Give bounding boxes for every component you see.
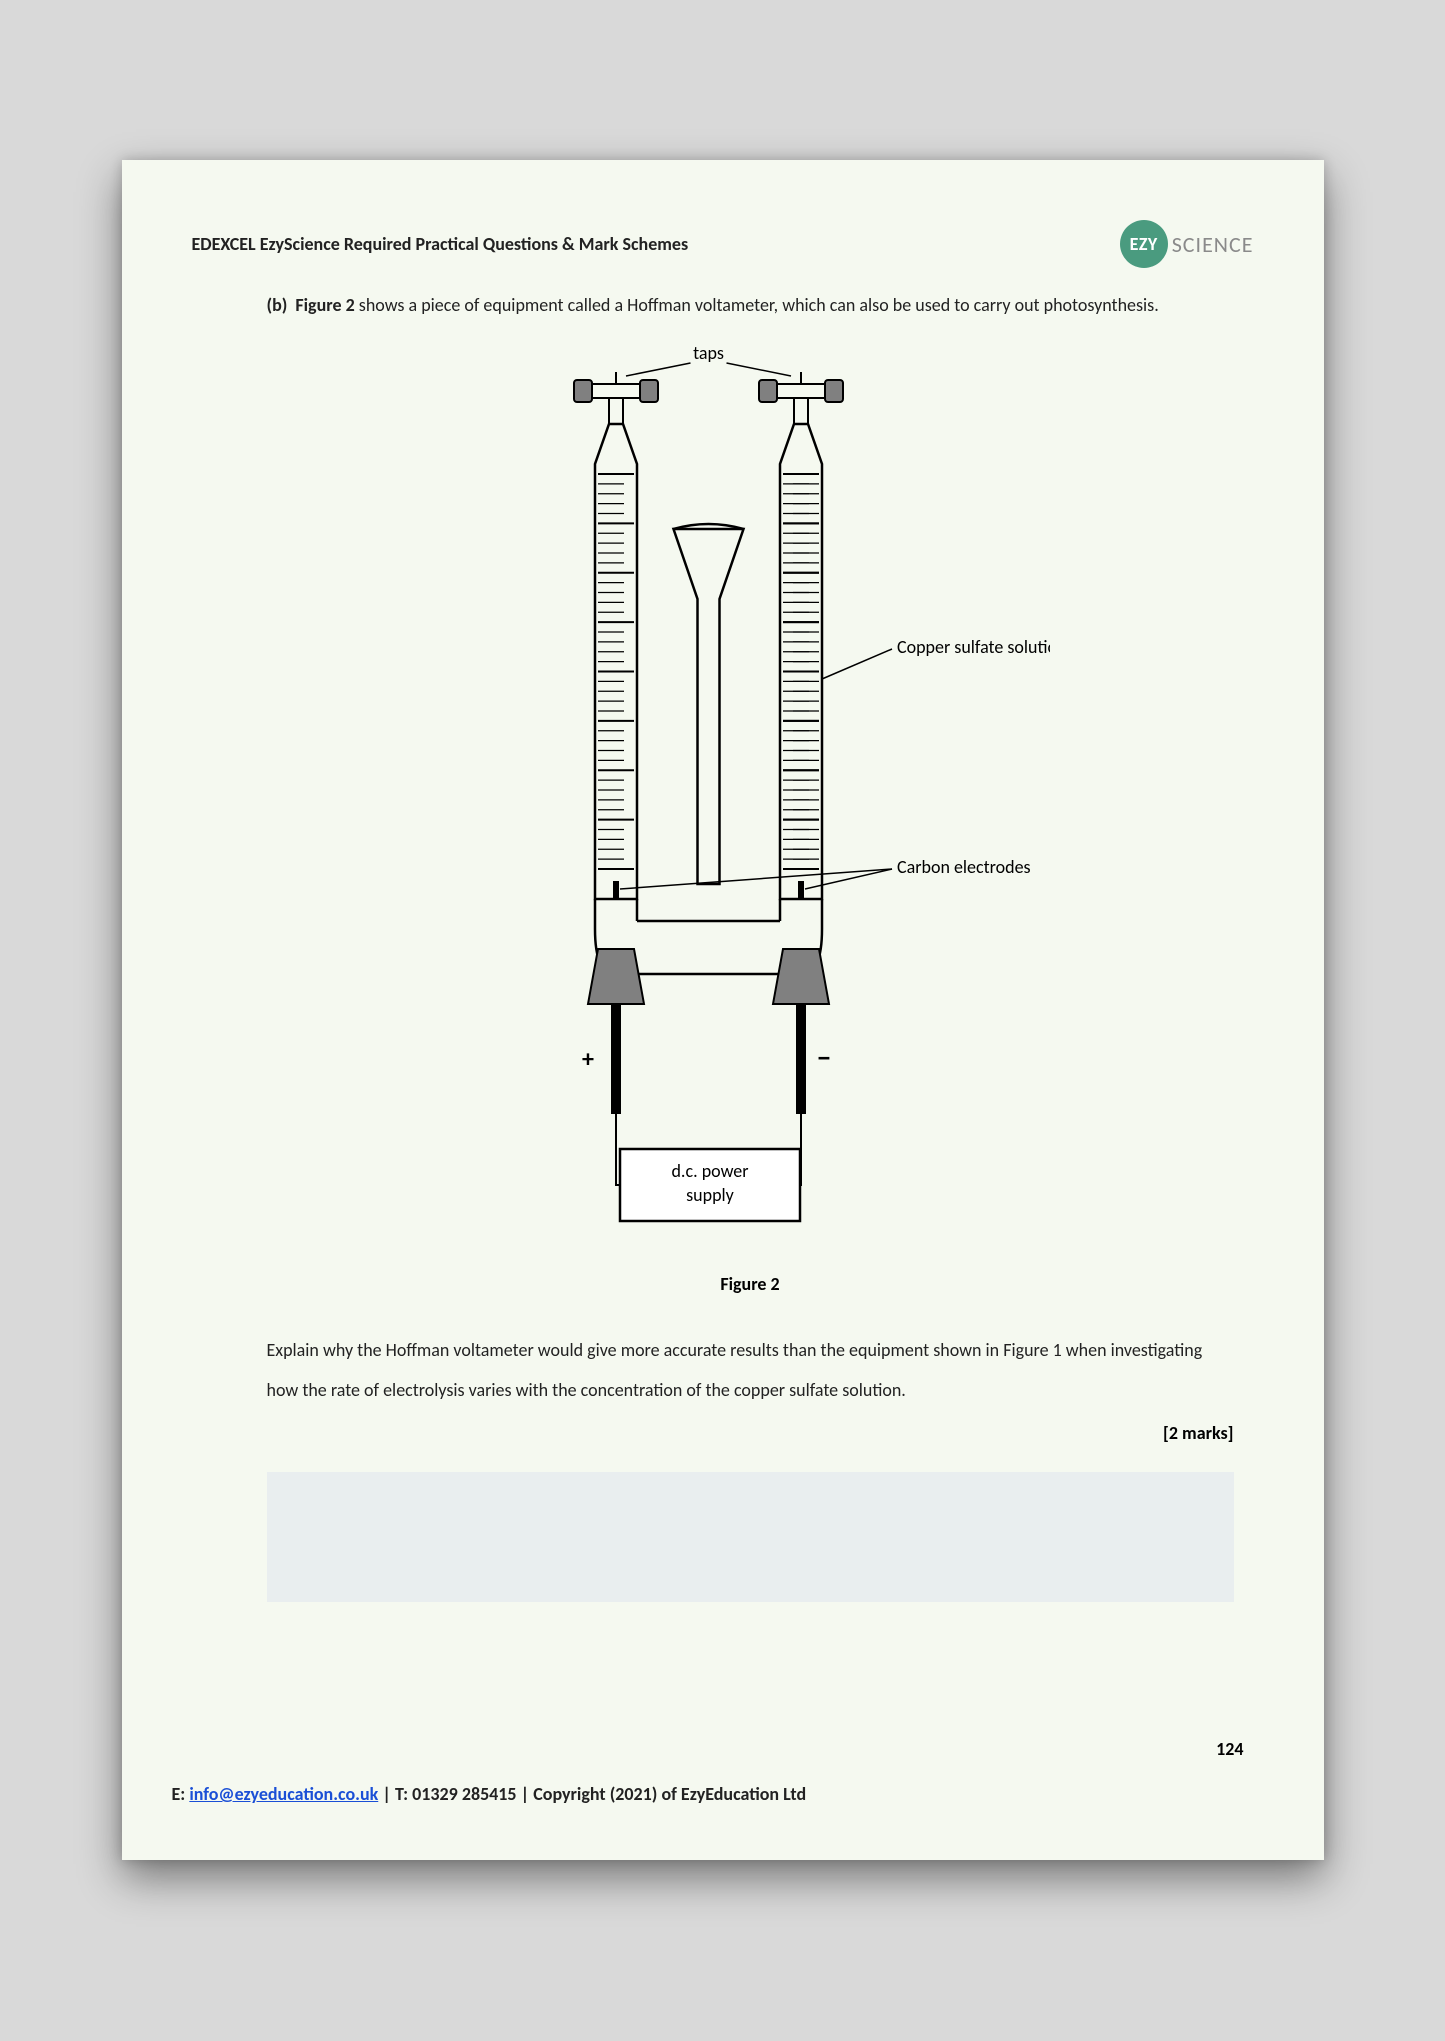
brand-logo: EZY SCIENCE (1120, 220, 1254, 268)
figure-wrap: taps Carbon electrodes Copper sulfate solu… (267, 329, 1234, 1249)
page-number: 124 (1216, 1738, 1243, 1760)
svg-text:supply: supply (686, 1184, 735, 1206)
svg-text:taps: taps (693, 342, 724, 364)
svg-text:Copper sulfate solution: Copper sulfate solution (897, 636, 1050, 658)
question-intro: (b) Figure 2 shows a piece of equipment … (267, 292, 1234, 319)
marks-label: [2 marks] (267, 1422, 1234, 1444)
hoffman-voltameter-diagram: taps Carbon electrodes Copper sulfate solu… (450, 329, 1050, 1249)
question-label: (b) (267, 292, 288, 319)
footer-rest: | T: 01329 285415 | Copyright (2021) of … (378, 1783, 806, 1805)
footer-email-prefix: E: (172, 1783, 190, 1805)
answer-box[interactable] (267, 1472, 1234, 1602)
page-header: EDEXCEL EzyScience Required Practical Qu… (192, 220, 1254, 268)
svg-text:Carbon electrodes: Carbon electrodes (897, 856, 1031, 878)
svg-text:+: + (582, 1045, 594, 1074)
page-footer: E: info@ezyeducation.co.uk | T: 01329 28… (172, 1783, 807, 1805)
document-page: EDEXCEL EzyScience Required Practical Qu… (122, 160, 1324, 1860)
logo-word: SCIENCE (1172, 231, 1254, 258)
question-text: Figure 2 shows a piece of equipment call… (295, 292, 1158, 319)
doc-title: EDEXCEL EzyScience Required Practical Qu… (192, 233, 689, 255)
svg-text:−: − (817, 1040, 831, 1075)
footer-email-link[interactable]: info@ezyeducation.co.uk (189, 1783, 378, 1805)
question-body: (b) Figure 2 shows a piece of equipment … (192, 292, 1254, 1602)
figure-caption: Figure 2 (267, 1273, 1234, 1295)
explain-prompt: Explain why the Hoffman voltameter would… (267, 1331, 1234, 1410)
logo-badge: EZY (1120, 220, 1168, 268)
svg-text:d.c. power: d.c. power (671, 1160, 748, 1182)
